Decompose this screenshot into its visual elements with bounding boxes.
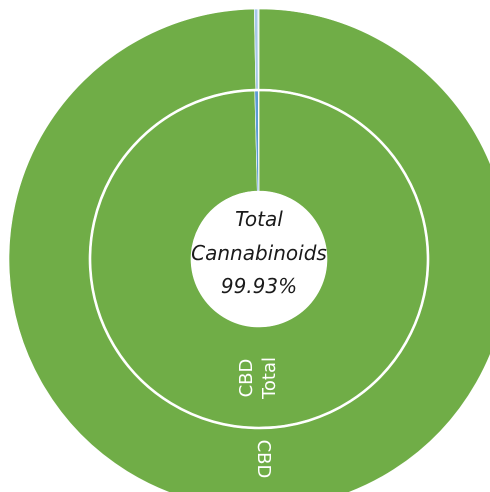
inner-slice-label: Total CBD — [236, 357, 280, 400]
outer-ring-slice-0 — [8, 8, 490, 492]
center-label-line3: 99.93% — [221, 274, 297, 298]
inner-slice-label-line1: Total — [259, 357, 280, 400]
center-hole — [191, 191, 327, 327]
outer-ring-slice-2 — [257, 8, 260, 90]
outer-ring — [8, 8, 490, 492]
outer-slice-label: CBD — [253, 440, 274, 479]
inner-slice-label-line2: CBD — [236, 359, 257, 398]
center-label-line2: Cannabinoids — [191, 241, 327, 265]
inner-ring-slice-2 — [257, 90, 260, 192]
center-label-line1: Total — [235, 207, 283, 231]
